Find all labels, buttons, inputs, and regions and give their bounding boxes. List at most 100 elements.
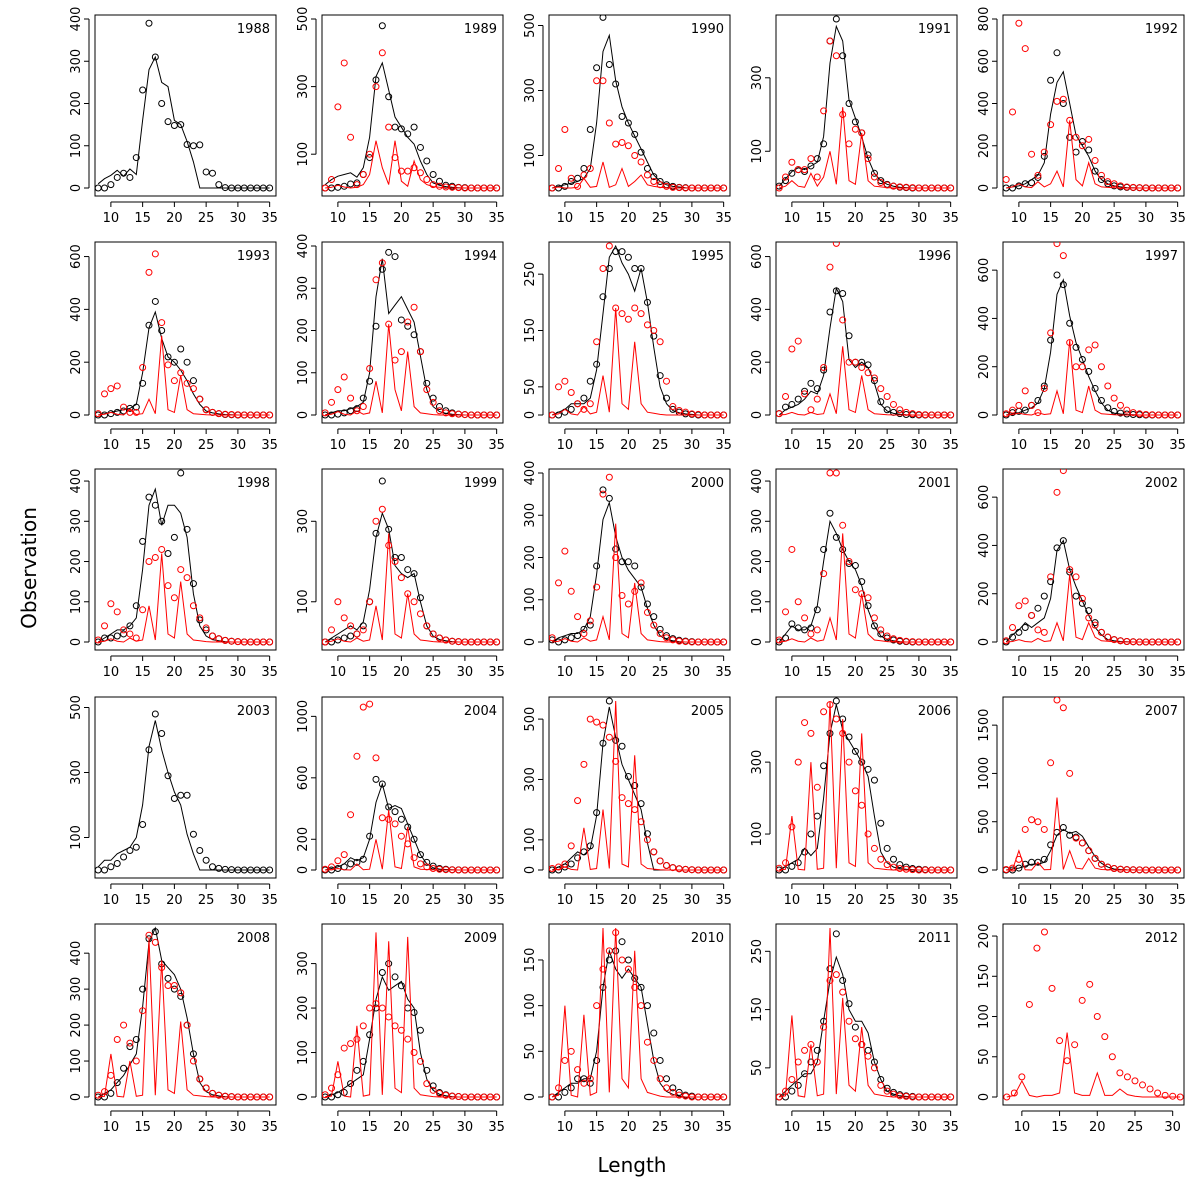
data-point-red xyxy=(334,857,342,865)
data-point-red xyxy=(813,395,821,403)
data-point-red xyxy=(794,598,802,606)
data-point-red xyxy=(378,1004,386,1012)
data-point-red xyxy=(1093,1013,1101,1021)
x-axis-title: Length xyxy=(598,1153,667,1177)
data-point-red xyxy=(1009,864,1017,872)
data-point-red xyxy=(1009,108,1017,116)
x-tick-label: 35 xyxy=(1169,438,1186,453)
data-point-red xyxy=(1028,401,1036,409)
x-tick-label: 25 xyxy=(1127,1120,1144,1135)
y-tick-label: 400 xyxy=(977,533,992,558)
data-point-red xyxy=(1078,839,1086,847)
data-point-black xyxy=(120,1064,128,1072)
x-tick-label: 35 xyxy=(715,438,732,453)
panel-1989: 1989 10 15 20 25 30 35 100 300 500 xyxy=(296,7,505,226)
data-point-red xyxy=(328,626,336,634)
data-point-black xyxy=(196,141,204,149)
panel-data xyxy=(322,248,501,419)
data-point-black xyxy=(650,173,658,181)
data-point-black xyxy=(347,632,355,640)
data-point-red xyxy=(1104,178,1112,186)
x-tick-label: 10 xyxy=(557,1120,574,1135)
y-tick-label: 300 xyxy=(750,509,765,534)
x-tick-label: 25 xyxy=(652,211,669,226)
data-point-black xyxy=(113,408,121,416)
data-point-black xyxy=(151,53,159,61)
data-point-red xyxy=(549,1093,556,1101)
panel-1994: 1994 10 15 20 25 30 35 0 100 200 300 400 xyxy=(296,234,505,453)
x-tick-label: 15 xyxy=(588,438,605,453)
panel-frame xyxy=(548,923,731,1106)
data-point-red xyxy=(1104,382,1112,390)
series-line-red xyxy=(1006,340,1178,416)
data-point-red xyxy=(429,1086,437,1094)
data-point-red xyxy=(567,388,575,396)
panel-data xyxy=(1003,469,1182,646)
data-point-red xyxy=(1116,182,1124,190)
x-tick-label: 30 xyxy=(684,1120,701,1135)
data-point-red xyxy=(1139,1081,1147,1089)
data-point-black xyxy=(189,1050,197,1058)
data-point-black xyxy=(593,1056,601,1064)
x-tick-label: 15 xyxy=(588,893,605,908)
data-point-black xyxy=(170,358,178,366)
data-point-red xyxy=(605,242,613,250)
data-point-red xyxy=(807,155,815,163)
data-point-black xyxy=(196,847,204,854)
data-point-black xyxy=(662,632,670,640)
data-point-red xyxy=(1097,363,1105,371)
x-tick-label: 30 xyxy=(230,893,247,908)
series-line-black xyxy=(551,244,724,416)
data-point-red xyxy=(170,594,178,602)
data-point-red xyxy=(675,865,683,873)
panel-2012: 2012 10 15 20 25 30 0 50 100 150 200 xyxy=(977,923,1185,1135)
data-point-black xyxy=(1085,146,1093,154)
data-point-black xyxy=(416,851,424,859)
data-point-red xyxy=(643,1038,651,1046)
panel-year-label: 2007 xyxy=(1145,704,1178,719)
y-tick-label: 100 xyxy=(69,1049,84,1074)
panel-frame xyxy=(94,241,277,424)
data-point-black xyxy=(631,562,639,570)
data-point-red xyxy=(366,598,374,606)
y-tick-label: 300 xyxy=(69,977,84,1002)
data-point-black xyxy=(788,169,796,177)
series-line-red xyxy=(552,307,724,416)
data-point-black xyxy=(391,808,399,816)
data-point-black xyxy=(353,405,361,413)
x-tick-label: 30 xyxy=(457,438,474,453)
data-point-red xyxy=(631,587,639,595)
y-tick-label: 400 xyxy=(977,91,992,116)
data-point-black xyxy=(107,634,115,642)
data-point-red xyxy=(1028,611,1036,619)
data-point-red xyxy=(877,855,885,863)
data-point-red xyxy=(359,170,367,178)
data-point-red xyxy=(580,760,588,768)
panel-frame xyxy=(1002,923,1185,1106)
data-point-black xyxy=(870,169,878,177)
data-point-black xyxy=(813,812,821,820)
x-tick-label: 15 xyxy=(1051,1120,1068,1135)
data-point-black xyxy=(189,377,197,385)
data-point-red xyxy=(1003,1093,1011,1101)
data-point-black xyxy=(423,858,431,866)
x-tick-label: 20 xyxy=(393,211,410,226)
data-point-red xyxy=(643,608,651,616)
data-point-black xyxy=(107,1089,115,1097)
data-point-red xyxy=(1071,1041,1079,1049)
x-tick-label: 30 xyxy=(230,1120,247,1135)
data-point-red xyxy=(391,356,399,364)
x-tick-label: 10 xyxy=(330,1120,347,1135)
data-point-red xyxy=(643,321,651,329)
data-point-red xyxy=(372,754,380,762)
data-point-black xyxy=(820,140,828,148)
data-point-black xyxy=(113,1079,121,1087)
panel-frame xyxy=(548,14,731,197)
data-point-red xyxy=(794,758,802,766)
data-point-black xyxy=(870,622,878,630)
x-tick-label: 20 xyxy=(393,438,410,453)
data-point-black xyxy=(782,177,790,185)
data-point-black xyxy=(410,123,418,131)
data-point-red xyxy=(1053,242,1061,248)
data-point-red xyxy=(170,377,178,385)
